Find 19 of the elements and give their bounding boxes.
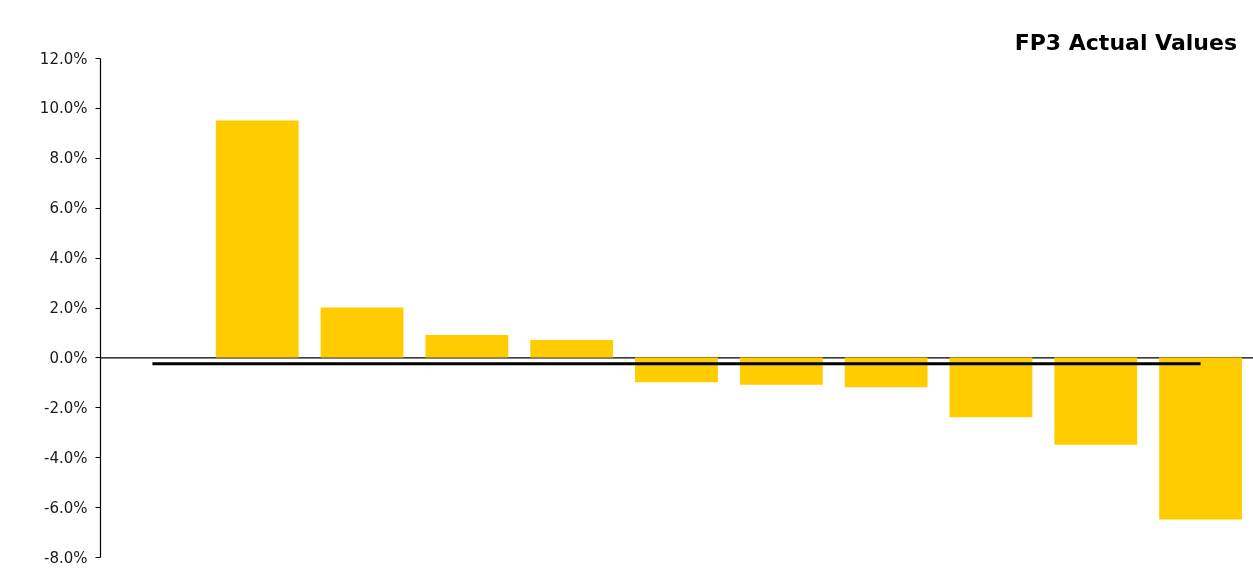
y-tick-label: 12.0% (39, 49, 88, 68)
y-tick-label: 10.0% (39, 99, 88, 118)
bar (425, 334, 509, 358)
y-tick-label: 4.0% (49, 249, 88, 268)
bar (949, 357, 1033, 418)
y-tick-label: -6.0% (43, 498, 88, 517)
bar (1159, 357, 1242, 520)
y-tick-label: 0.0% (49, 348, 88, 367)
bar (320, 307, 404, 358)
y-tick-label: 2.0% (49, 299, 88, 317)
bar (215, 120, 299, 358)
y-tick-label: 6.0% (49, 199, 88, 218)
bar (1054, 357, 1138, 445)
chart-title: FP3 Actual Values (1014, 30, 1237, 55)
y-tick-label: -2.0% (43, 398, 88, 417)
bar (530, 339, 614, 358)
y-tick-label: 8.0% (49, 149, 88, 168)
y-tick-label: -4.0% (43, 448, 88, 467)
y-tick-label: -8.0% (43, 548, 88, 567)
